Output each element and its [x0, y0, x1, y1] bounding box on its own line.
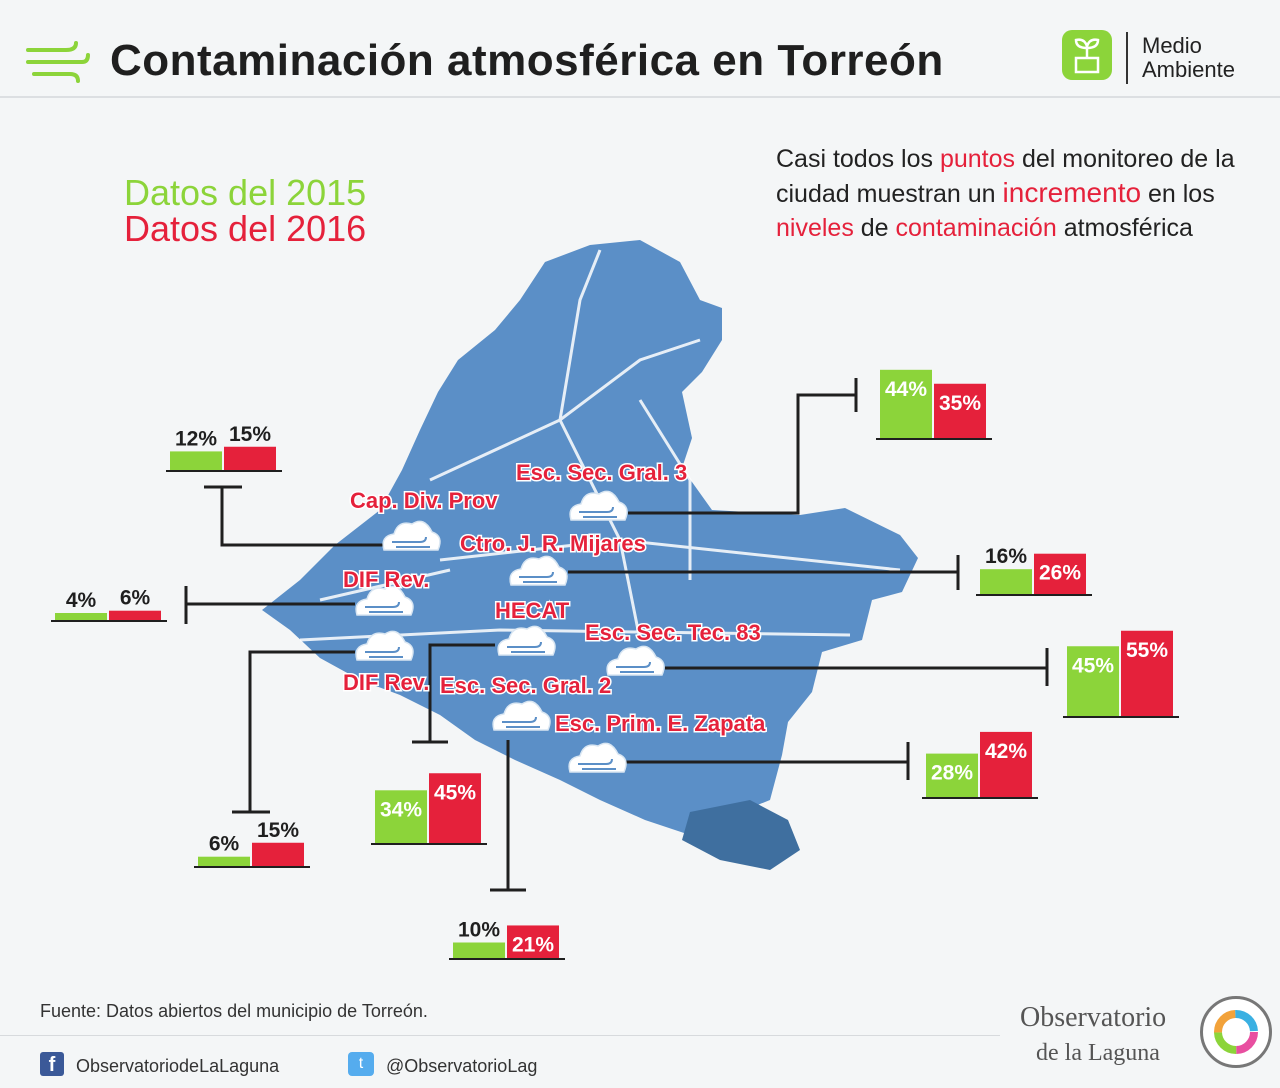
value-label-2016: 42% — [985, 740, 1027, 763]
value-label-2016: 15% — [257, 819, 299, 842]
station-label: Ctro. J. R. Mijares — [460, 531, 646, 556]
legend-2016: Datos del 2016 — [124, 208, 367, 249]
bar-2015 — [880, 369, 932, 438]
leader-line — [220, 487, 385, 547]
note-highlight-puntos: puntos — [939, 145, 1016, 173]
org-subtitle: de la Laguna — [1036, 1040, 1160, 1066]
station-label: DIF Rev. — [343, 567, 429, 592]
air-station-icon — [569, 490, 628, 521]
note-text-2: del monitoreo de la ciudad muestran un — [776, 145, 1235, 208]
station-label: Esc. Prim. E. Zapata — [555, 711, 766, 736]
page-title: Contaminación atmosférica en Torreón — [110, 36, 944, 85]
wind-icon — [26, 41, 90, 83]
bar-2015 — [453, 942, 505, 958]
value-label-2015: 12% — [175, 427, 217, 450]
city-map — [262, 240, 918, 835]
leader-line — [428, 643, 495, 742]
brand-line-1: Medio — [1142, 33, 1202, 58]
value-label-2015: 4% — [66, 589, 97, 612]
twitter-icon[interactable]: t — [348, 1052, 374, 1076]
map-roads — [299, 249, 901, 642]
station-label: Esc. Sec. Gral. 2 — [440, 673, 611, 698]
value-label-2015: 10% — [458, 919, 500, 942]
summary-note: Casi todos los puntos del monitoreo de l… — [776, 142, 1246, 245]
station-label: Cap. Div. Prov — [350, 488, 498, 513]
station-label: Esc. Sec. Tec. 83 — [585, 620, 761, 645]
station-label: Esc. Sec. Gral. 3 — [516, 460, 687, 485]
bar-2016 — [980, 731, 1032, 797]
note-text-5: atmosférica — [1056, 214, 1193, 242]
value-label-2015: 44% — [885, 378, 927, 401]
bar-2016 — [507, 925, 559, 958]
value-label-2015: 16% — [985, 545, 1027, 568]
value-label-2016: 35% — [939, 392, 981, 415]
note-highlight-contaminacion: contaminación — [895, 214, 1057, 242]
facebook-handle[interactable]: ObservatoriodeLaLaguna — [76, 1056, 280, 1076]
value-label-2016: 21% — [512, 933, 554, 956]
air-station-icon — [606, 645, 665, 676]
legend-2015: Datos del 2015 — [124, 172, 367, 213]
bar-2015 — [55, 613, 107, 620]
bar-2016 — [934, 383, 986, 438]
note-highlight-incremento: incremento — [1002, 177, 1142, 208]
value-label-2015: 6% — [209, 833, 240, 856]
facebook-icon[interactable]: f — [40, 1052, 64, 1076]
note-text-4: de — [853, 214, 896, 242]
air-station-icon — [497, 625, 556, 656]
station-label: DIF Rev. — [343, 670, 429, 695]
value-label-2016: 6% — [120, 587, 151, 610]
observatorio-logo-icon — [1200, 996, 1272, 1068]
leader-line — [248, 650, 355, 812]
brand-separator — [1126, 32, 1128, 84]
header-divider — [0, 96, 1280, 98]
bar-2015 — [1067, 646, 1119, 716]
air-station-icon — [492, 700, 551, 731]
station-label: HECAT — [495, 598, 570, 623]
bar-2015 — [198, 856, 250, 866]
value-label-2015: 45% — [1072, 654, 1114, 677]
bar-2015 — [375, 790, 427, 843]
note-text-1: Casi todos los — [776, 145, 940, 173]
value-label-2016: 15% — [229, 423, 271, 446]
leader-line — [628, 393, 856, 515]
bar-2016 — [1121, 630, 1173, 716]
section-brand: Medio Ambiente — [1142, 34, 1235, 82]
bar-2016 — [1034, 553, 1086, 594]
bar-2015 — [926, 753, 978, 797]
footer-divider — [0, 1035, 1000, 1036]
bar-2016 — [224, 446, 276, 470]
note-highlight-niveles: niveles — [776, 214, 854, 242]
bar-2016 — [252, 842, 304, 866]
city-map-south — [682, 800, 800, 870]
twitter-handle[interactable]: @ObservatorioLag — [386, 1056, 538, 1076]
bar-2016 — [429, 773, 481, 843]
org-name: Observatorio — [1020, 1002, 1167, 1033]
air-station-icon — [355, 585, 414, 616]
value-label-2015: 34% — [380, 798, 422, 821]
plant-icon — [1062, 30, 1112, 80]
note-text-3: en los — [1141, 180, 1215, 208]
bar-2015 — [170, 451, 222, 470]
value-label-2015: 28% — [931, 762, 973, 785]
air-station-icon — [382, 520, 441, 551]
air-station-icon — [355, 630, 414, 661]
value-label-2016: 55% — [1126, 639, 1168, 662]
air-station-icon — [509, 555, 568, 586]
air-station-icon — [568, 742, 627, 773]
brand-line-2: Ambiente — [1142, 57, 1235, 82]
value-label-2016: 26% — [1039, 562, 1081, 585]
value-label-2016: 45% — [434, 781, 476, 804]
source-note: Fuente: Datos abiertos del municipio de … — [40, 1001, 428, 1021]
bar-2015 — [980, 569, 1032, 594]
bar-2016 — [109, 610, 161, 620]
